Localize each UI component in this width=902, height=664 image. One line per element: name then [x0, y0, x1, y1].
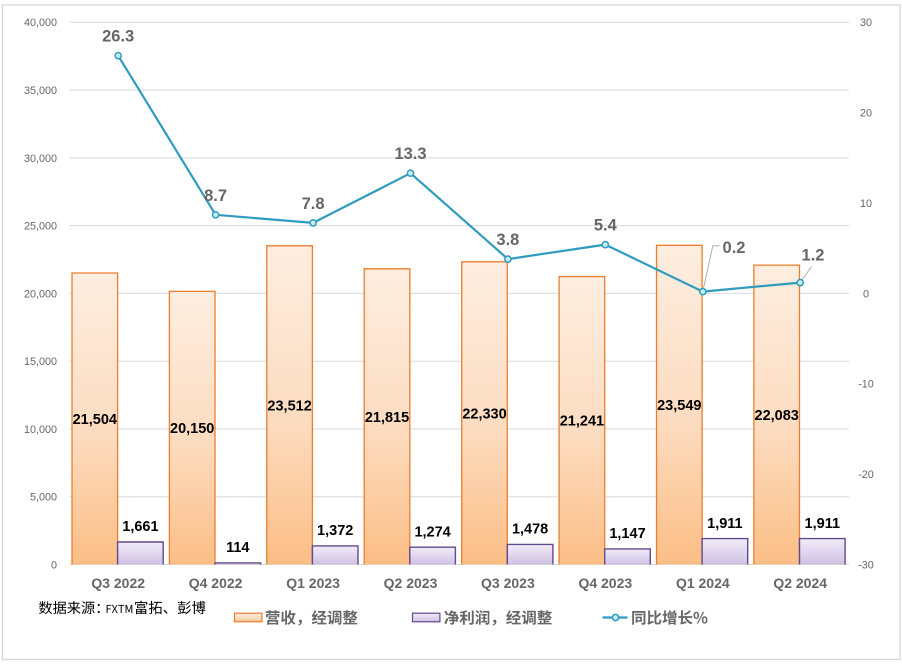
svg-text:0.2: 0.2	[723, 239, 746, 257]
svg-text:40,000: 40,000	[24, 17, 57, 29]
svg-text:21,504: 21,504	[73, 412, 117, 428]
svg-text:1,911: 1,911	[805, 516, 841, 532]
svg-text:26.3: 26.3	[102, 28, 134, 46]
svg-text:Q4 2022: Q4 2022	[189, 575, 243, 591]
svg-text:0: 0	[51, 559, 57, 571]
svg-text:30: 30	[860, 17, 872, 29]
svg-text:Q3 2022: Q3 2022	[91, 575, 145, 591]
svg-text:20,000: 20,000	[24, 288, 57, 300]
svg-text:22,330: 22,330	[462, 406, 506, 422]
svg-text:1,911: 1,911	[707, 516, 743, 532]
svg-text:Q2 2024: Q2 2024	[773, 575, 827, 591]
svg-text:20,150: 20,150	[170, 421, 214, 437]
svg-text:1.2: 1.2	[802, 247, 825, 265]
svg-text:Q3 2023: Q3 2023	[481, 575, 535, 591]
svg-text:1,478: 1,478	[512, 522, 548, 538]
svg-text:20: 20	[860, 108, 872, 120]
svg-text:114: 114	[226, 540, 249, 556]
svg-text:15,000: 15,000	[24, 356, 57, 368]
svg-text:Q1 2024: Q1 2024	[676, 575, 730, 591]
svg-text:22,083: 22,083	[755, 408, 799, 424]
svg-text:-30: -30	[858, 559, 874, 571]
svg-text:21,815: 21,815	[365, 410, 409, 426]
svg-text:1,661: 1,661	[122, 519, 158, 535]
svg-text:30,000: 30,000	[24, 153, 57, 165]
svg-text:1,274: 1,274	[414, 525, 450, 541]
svg-text:23,512: 23,512	[267, 398, 311, 414]
svg-text:10,000: 10,000	[24, 424, 57, 436]
svg-text:-20: -20	[858, 469, 874, 481]
svg-text:0: 0	[863, 288, 869, 300]
svg-text:25,000: 25,000	[24, 221, 57, 233]
svg-text:3.8: 3.8	[496, 231, 519, 249]
svg-text:Q1 2023: Q1 2023	[286, 575, 340, 591]
svg-text:13.3: 13.3	[394, 145, 426, 163]
svg-text:Q4 2023: Q4 2023	[578, 575, 632, 591]
svg-text:23,549: 23,549	[657, 398, 701, 414]
svg-text:1,147: 1,147	[609, 526, 645, 542]
svg-text:5.4: 5.4	[594, 217, 618, 235]
svg-text:7.8: 7.8	[302, 195, 325, 213]
svg-text:1,372: 1,372	[317, 523, 353, 539]
svg-text:21,241: 21,241	[560, 414, 604, 430]
svg-text:-10: -10	[858, 379, 874, 391]
svg-text:8.7: 8.7	[204, 187, 227, 205]
svg-text:5,000: 5,000	[30, 492, 57, 504]
svg-text:Q2 2023: Q2 2023	[384, 575, 438, 591]
svg-text:10: 10	[860, 198, 872, 210]
svg-text:35,000: 35,000	[24, 85, 57, 97]
